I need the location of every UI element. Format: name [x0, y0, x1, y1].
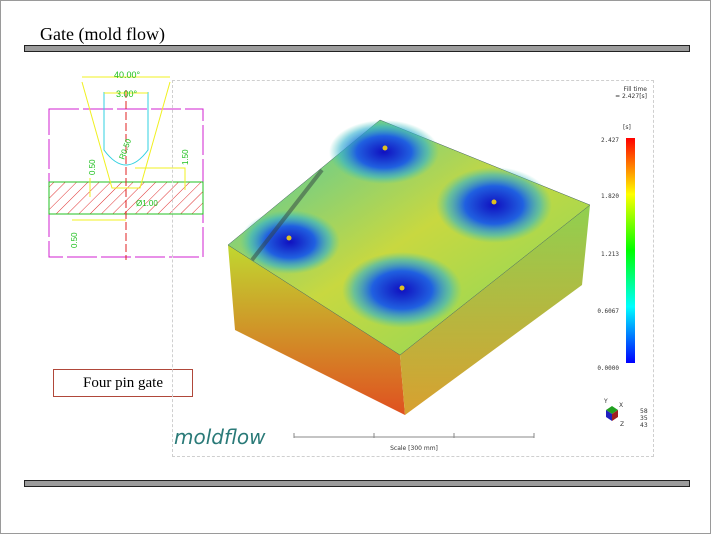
fill-zone	[240, 210, 340, 274]
axis-y-label: Y	[603, 398, 608, 405]
part-section	[48, 181, 204, 215]
dim-land: 0.50	[88, 159, 97, 175]
caption-box: Four pin gate	[53, 369, 193, 397]
legend-tick: 1.213	[601, 251, 619, 258]
legend-tick: 2.427	[601, 137, 619, 144]
dim-diameter: Ø1.00	[136, 199, 158, 208]
legend-unit: [s]	[623, 124, 631, 131]
pin-outline	[103, 92, 149, 166]
view-angle: 35	[640, 415, 648, 422]
axis-triad-icon	[606, 406, 618, 421]
moldflow-logo: moldflow	[174, 425, 266, 449]
part-side-left	[228, 245, 405, 415]
axis-x-label: X	[619, 402, 623, 409]
gate-pins	[286, 145, 497, 291]
fill-zone	[436, 167, 552, 243]
dim-height: 1.50	[181, 149, 190, 165]
gate-drawing: 40.00° 3.00° R0.50 1.50 0.50 Ø1.00 0.50	[48, 70, 204, 260]
result-title: Fill time	[624, 86, 648, 93]
bottom-divider	[24, 480, 690, 487]
part-side-right	[400, 205, 590, 415]
color-legend-bar	[626, 138, 635, 363]
scale-label: Scale [300 mm]	[390, 445, 438, 452]
dim-radius: R0.50	[117, 137, 133, 161]
slide-title: Gate (mold flow)	[40, 24, 165, 44]
taper-line	[81, 81, 171, 189]
fill-time-plot: Fill time = 2.427[s] [s] 2.427 1.820 1.2…	[174, 86, 648, 452]
fill-zone	[329, 120, 439, 184]
result-value: = 2.427[s]	[615, 93, 647, 100]
legend-tick: 0.6067	[597, 308, 619, 315]
view-angle: 43	[640, 422, 648, 429]
top-divider	[24, 45, 690, 52]
dim-pin-angle: 3.00°	[116, 89, 138, 99]
dim-angle: 40.00°	[114, 70, 141, 80]
moldflow-result-view	[172, 80, 654, 457]
view-angle: 58	[640, 408, 648, 415]
dim-thickness: 0.50	[70, 232, 79, 248]
legend-tick: 1.820	[601, 193, 619, 200]
legend-tick: 0.0000	[597, 365, 619, 372]
axis-z-label: Z	[620, 421, 624, 428]
scale-bar	[293, 433, 535, 438]
